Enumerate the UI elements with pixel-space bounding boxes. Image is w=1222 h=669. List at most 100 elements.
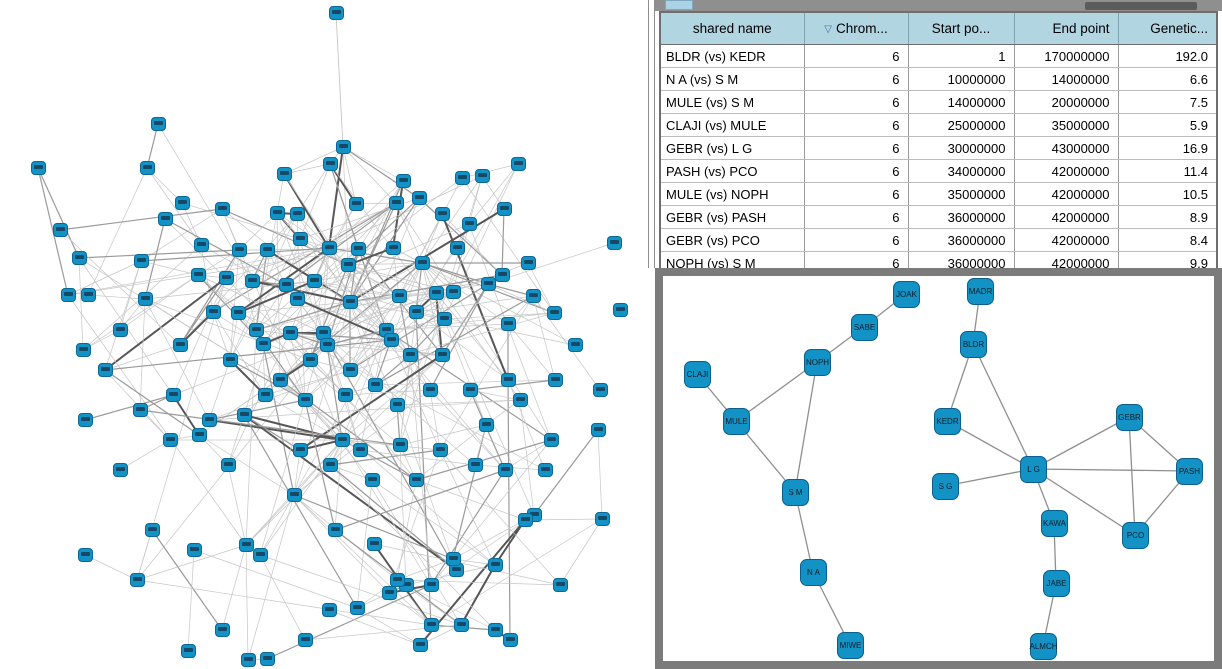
network-node[interactable] bbox=[81, 288, 96, 302]
network-node[interactable] bbox=[488, 623, 503, 637]
table-cell[interactable]: 42000000 bbox=[1014, 205, 1119, 229]
table-tab[interactable] bbox=[665, 0, 693, 10]
filter-icon[interactable]: ▽ bbox=[824, 24, 832, 35]
network-node[interactable] bbox=[553, 578, 568, 592]
network-node[interactable] bbox=[595, 512, 610, 526]
table-cell[interactable]: 36000000 bbox=[908, 205, 1015, 229]
sub-network-canvas[interactable] bbox=[663, 276, 1214, 661]
network-node[interactable] bbox=[593, 383, 608, 397]
network-node[interactable] bbox=[503, 633, 518, 647]
table-cell[interactable]: 14000000 bbox=[1014, 67, 1119, 91]
network-node[interactable] bbox=[338, 388, 353, 402]
network-node[interactable] bbox=[237, 408, 252, 422]
network-node[interactable] bbox=[166, 388, 181, 402]
column-header-end-point[interactable]: End point bbox=[1014, 12, 1119, 45]
table-row[interactable]: PASH (vs) PCO 6 34000000 42000000 11.4 bbox=[660, 159, 1218, 183]
network-node[interactable]: GEBR bbox=[1116, 404, 1143, 431]
network-node[interactable] bbox=[231, 306, 246, 320]
network-node[interactable] bbox=[277, 167, 292, 181]
network-node[interactable] bbox=[413, 638, 428, 652]
network-node[interactable]: NOPH bbox=[804, 349, 831, 376]
table-cell[interactable]: 36000000 bbox=[908, 228, 1015, 252]
network-node[interactable] bbox=[463, 383, 478, 397]
network-node[interactable] bbox=[450, 241, 465, 255]
network-node[interactable] bbox=[336, 140, 351, 154]
network-node[interactable] bbox=[78, 413, 93, 427]
network-node[interactable] bbox=[409, 473, 424, 487]
network-node[interactable] bbox=[386, 241, 401, 255]
network-node[interactable] bbox=[322, 241, 337, 255]
network-node[interactable] bbox=[163, 433, 178, 447]
table-cell[interactable]: 42000000 bbox=[1014, 159, 1119, 183]
table-row[interactable]: N A (vs) S M 6 10000000 14000000 6.6 bbox=[660, 67, 1218, 91]
table-cell[interactable]: 170000000 bbox=[1014, 44, 1119, 68]
network-node[interactable] bbox=[343, 363, 358, 377]
network-node[interactable] bbox=[607, 236, 622, 250]
table-cell[interactable]: 6 bbox=[804, 205, 909, 229]
network-node[interactable] bbox=[390, 573, 405, 587]
network-node[interactable] bbox=[78, 548, 93, 562]
table-row[interactable]: BLDR (vs) KEDR 6 1 170000000 192.0 bbox=[660, 44, 1218, 68]
table-row[interactable]: GEBR (vs) PCO 6 36000000 42000000 8.4 bbox=[660, 228, 1218, 252]
network-node[interactable] bbox=[353, 443, 368, 457]
network-node[interactable] bbox=[329, 6, 344, 20]
network-node[interactable] bbox=[260, 652, 275, 666]
table-cell[interactable]: 34000000 bbox=[908, 159, 1015, 183]
network-node[interactable] bbox=[455, 171, 470, 185]
network-node[interactable] bbox=[429, 286, 444, 300]
network-node[interactable]: BLDR bbox=[960, 331, 987, 358]
table-cell[interactable]: 6 bbox=[804, 113, 909, 137]
table-cell[interactable]: 42000000 bbox=[1014, 182, 1119, 206]
network-node[interactable] bbox=[221, 458, 236, 472]
network-node[interactable] bbox=[298, 393, 313, 407]
network-node[interactable]: KAWA bbox=[1041, 510, 1068, 537]
table-cell[interactable]: PASH (vs) PCO bbox=[660, 159, 805, 183]
network-node[interactable] bbox=[232, 243, 247, 257]
network-node[interactable] bbox=[384, 333, 399, 347]
table-row[interactable]: CLAJI (vs) MULE 6 25000000 35000000 5.9 bbox=[660, 113, 1218, 137]
table-cell[interactable]: GEBR (vs) PCO bbox=[660, 228, 805, 252]
network-node[interactable] bbox=[273, 373, 288, 387]
network-node[interactable] bbox=[396, 174, 411, 188]
network-node[interactable] bbox=[479, 418, 494, 432]
network-node[interactable] bbox=[488, 558, 503, 572]
network-node[interactable] bbox=[349, 197, 364, 211]
table-cell[interactable]: 8.9 bbox=[1118, 205, 1218, 229]
network-node[interactable] bbox=[568, 338, 583, 352]
table-cell[interactable]: 42000000 bbox=[1014, 228, 1119, 252]
network-node[interactable] bbox=[279, 278, 294, 292]
column-header-genetic-distance[interactable]: Genetic... bbox=[1118, 12, 1218, 45]
table-row[interactable]: MULE (vs) S M 6 14000000 20000000 7.5 bbox=[660, 90, 1218, 114]
network-node[interactable] bbox=[412, 191, 427, 205]
table-cell[interactable]: 6 bbox=[804, 228, 909, 252]
network-node[interactable] bbox=[423, 383, 438, 397]
network-node[interactable] bbox=[72, 251, 87, 265]
table-cell[interactable]: BLDR (vs) KEDR bbox=[660, 44, 805, 68]
network-node[interactable] bbox=[513, 393, 528, 407]
network-node[interactable] bbox=[215, 623, 230, 637]
network-node[interactable]: N A bbox=[800, 559, 827, 586]
network-node[interactable] bbox=[241, 653, 256, 667]
network-node[interactable] bbox=[475, 169, 490, 183]
network-node[interactable]: SABE bbox=[851, 314, 878, 341]
network-node[interactable] bbox=[526, 289, 541, 303]
network-node[interactable] bbox=[202, 413, 217, 427]
table-cell[interactable]: 43000000 bbox=[1014, 136, 1119, 160]
network-node[interactable] bbox=[368, 378, 383, 392]
network-node[interactable] bbox=[390, 398, 405, 412]
network-node[interactable] bbox=[258, 388, 273, 402]
network-node[interactable] bbox=[303, 353, 318, 367]
table-cell[interactable]: 11.4 bbox=[1118, 159, 1218, 183]
table-cell[interactable]: N A (vs) S M bbox=[660, 67, 805, 91]
network-node[interactable]: MADR bbox=[967, 278, 994, 305]
network-node[interactable] bbox=[501, 373, 516, 387]
network-node[interactable] bbox=[335, 433, 350, 447]
network-node[interactable] bbox=[134, 254, 149, 268]
table-cell[interactable]: 8.4 bbox=[1118, 228, 1218, 252]
network-node[interactable] bbox=[393, 438, 408, 452]
network-node[interactable] bbox=[351, 242, 366, 256]
network-node[interactable]: CLAJI bbox=[684, 361, 711, 388]
network-node[interactable]: L G bbox=[1020, 456, 1047, 483]
column-header-chromosome[interactable]: ▽ Chrom... bbox=[804, 12, 909, 45]
table-cell[interactable]: 6 bbox=[804, 136, 909, 160]
